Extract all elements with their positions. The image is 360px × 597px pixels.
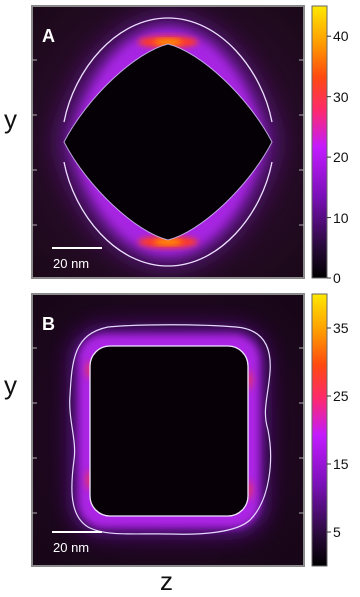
colorbar-b-gradient bbox=[311, 293, 328, 567]
panel-a-contour-surface bbox=[63, 43, 273, 241]
panel-b-scale-label: 20 nm bbox=[53, 540, 90, 555]
colorbar-a-gradient bbox=[311, 5, 328, 279]
panel-b-particle bbox=[90, 346, 248, 516]
colorbar-a-tick-label: 30 bbox=[333, 88, 349, 105]
panel-a-frame-ticks bbox=[32, 59, 304, 226]
colorbar-b-tick-label: 15 bbox=[333, 456, 349, 472]
colorbar-a-tick-label: 10 bbox=[333, 209, 349, 226]
panel-b-label: B bbox=[42, 314, 55, 334]
panel-a-frame bbox=[31, 5, 305, 279]
panel-a-contour-top-right bbox=[167, 17, 273, 123]
panel-a-scale-label: 20 nm bbox=[53, 256, 90, 271]
panel-b-contour-surface bbox=[89, 345, 249, 517]
colorbar-b-tick-label: 35 bbox=[333, 320, 349, 336]
panel-a-contour-bottom-left bbox=[63, 161, 169, 267]
z-axis-label: z bbox=[160, 566, 173, 596]
panel-b-frame-ticks bbox=[32, 347, 304, 514]
colorbar-a bbox=[311, 5, 331, 279]
panel-a-hotspot-bottom-core bbox=[154, 239, 182, 245]
panel-a-contour-top-left bbox=[63, 17, 169, 123]
y-axis-label-a: y bbox=[4, 104, 17, 134]
panel-b-frame bbox=[31, 293, 305, 567]
panel-a bbox=[31, 5, 305, 279]
colorbar-b-tick-label: 25 bbox=[333, 388, 349, 404]
panel-a-particle bbox=[64, 44, 272, 240]
panel-b bbox=[31, 293, 305, 567]
y-axis-label-b: y bbox=[4, 370, 17, 400]
colorbar-b bbox=[311, 293, 331, 567]
colorbar-a-tick-label: 40 bbox=[333, 28, 349, 45]
panel-a-hotspot-top-core bbox=[154, 39, 182, 45]
panel-a-label: A bbox=[42, 26, 55, 46]
colorbar-b-tick-label: 5 bbox=[333, 524, 341, 540]
colorbar-a-tick-label: 0 bbox=[333, 270, 341, 286]
panel-a-contour-bottom-right bbox=[167, 161, 273, 267]
colorbar-a-tick-label: 20 bbox=[333, 149, 349, 166]
panel-b-contour-outer bbox=[69, 324, 272, 535]
